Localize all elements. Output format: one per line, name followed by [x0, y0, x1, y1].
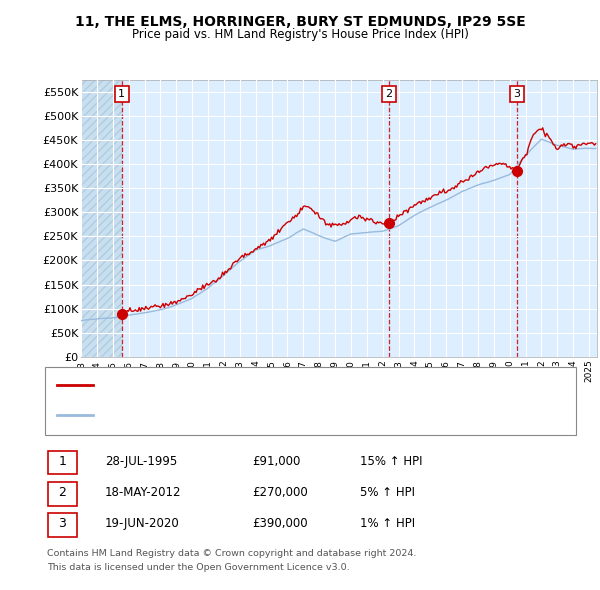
Text: This data is licensed under the Open Government Licence v3.0.: This data is licensed under the Open Gov… — [47, 563, 349, 572]
Text: HPI: Average price, detached house, West Suffolk: HPI: Average price, detached house, West… — [97, 411, 344, 420]
Text: 11, THE ELMS, HORRINGER, BURY ST EDMUNDS, IP29 5SE: 11, THE ELMS, HORRINGER, BURY ST EDMUNDS… — [74, 15, 526, 29]
Text: 15% ↑ HPI: 15% ↑ HPI — [360, 455, 422, 468]
Text: 18-MAY-2012: 18-MAY-2012 — [105, 486, 182, 499]
Text: 2: 2 — [58, 486, 67, 499]
Text: 1: 1 — [58, 455, 67, 468]
Text: £270,000: £270,000 — [252, 486, 308, 499]
Text: 5% ↑ HPI: 5% ↑ HPI — [360, 486, 415, 499]
Text: 1: 1 — [118, 89, 125, 99]
Bar — [81, 80, 122, 357]
Text: £390,000: £390,000 — [252, 517, 308, 530]
Text: 1% ↑ HPI: 1% ↑ HPI — [360, 517, 415, 530]
Text: 3: 3 — [58, 517, 67, 530]
Text: £91,000: £91,000 — [252, 455, 301, 468]
Text: Contains HM Land Registry data © Crown copyright and database right 2024.: Contains HM Land Registry data © Crown c… — [47, 549, 416, 558]
Text: 19-JUN-2020: 19-JUN-2020 — [105, 517, 180, 530]
Text: 2: 2 — [385, 89, 392, 99]
Text: Price paid vs. HM Land Registry's House Price Index (HPI): Price paid vs. HM Land Registry's House … — [131, 28, 469, 41]
Text: 11, THE ELMS, HORRINGER, BURY ST EDMUNDS, IP29 5SE (detached house): 11, THE ELMS, HORRINGER, BURY ST EDMUNDS… — [97, 380, 476, 389]
Text: 3: 3 — [514, 89, 520, 99]
Text: 28-JUL-1995: 28-JUL-1995 — [105, 455, 177, 468]
